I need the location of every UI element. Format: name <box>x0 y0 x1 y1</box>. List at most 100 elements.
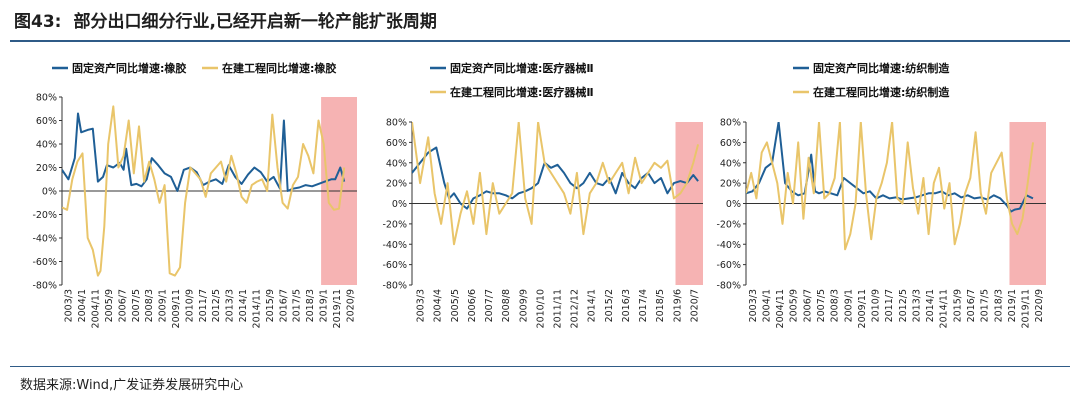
x-tick-label: 2003/3 <box>416 289 427 322</box>
y-tick-label: 40% <box>720 158 741 169</box>
series-line-2 <box>412 122 700 246</box>
x-tick-label: 2014/11 <box>939 289 950 328</box>
x-tick-label: 2003/3 <box>748 289 759 322</box>
y-tick-label: 20% <box>720 179 741 190</box>
x-tick-label: 2010/10 <box>535 289 546 328</box>
y-tick-label: 80% <box>36 93 57 104</box>
x-tick-label: 2012/5 <box>898 289 909 322</box>
y-tick-label: 0% <box>392 199 407 210</box>
x-tick-label: 2006/7 <box>802 289 813 322</box>
x-tick-label: 2007/5 <box>816 289 827 322</box>
x-tick-label: 2004/11 <box>91 289 102 328</box>
y-tick-label: 80% <box>720 118 741 129</box>
x-tick-label: 2016/7 <box>278 289 289 322</box>
x-tick-label: 2010/9 <box>871 289 882 322</box>
x-tick-label: 2018/5 <box>655 289 666 322</box>
legend-label-2: 在建工程同比增速:橡胶 <box>222 61 336 75</box>
series-line-2 <box>62 105 346 277</box>
x-tick-label: 2006/6 <box>467 289 478 322</box>
x-tick-label: 2007/7 <box>484 289 495 322</box>
chart-3: -80%-60%-40%-20%0%20%40%60%80%2003/3 2004… <box>716 61 1046 328</box>
x-tick-label: 2008/8 <box>501 289 512 322</box>
x-tick-label: 2003/3 <box>64 289 75 322</box>
x-tick-label: 2009/11 <box>857 289 868 328</box>
figure-header: 图43: 部分出口细分行业,已经开启新一轮产能扩张周期 <box>14 6 437 32</box>
y-tick-label: -20% <box>32 210 57 221</box>
x-tick-label: 2009/9 <box>518 289 529 322</box>
y-tick-label: 40% <box>36 140 57 151</box>
y-tick-label: -60% <box>716 260 741 271</box>
x-tick-label: 2019/6 <box>672 289 683 322</box>
y-tick-label: -20% <box>716 219 741 230</box>
x-tick-label: 2011/7 <box>884 289 895 322</box>
x-tick-label: 2012/5 <box>211 289 222 322</box>
y-tick-label: 20% <box>36 163 57 174</box>
y-tick-label: -20% <box>382 219 407 230</box>
x-tick-label: 2014/1 <box>925 289 936 322</box>
y-tick-label: 60% <box>386 138 407 149</box>
x-tick-label: 2009/11 <box>171 289 182 328</box>
x-tick-label: 2017/5 <box>292 289 303 322</box>
y-tick-label: 0% <box>726 199 741 210</box>
x-tick-label: 2013/3 <box>911 289 922 322</box>
x-tick-label: 2016/7 <box>966 289 977 322</box>
series-line-1 <box>62 112 346 192</box>
x-tick-label: 2004/1 <box>77 289 88 322</box>
x-tick-label: 2004/11 <box>775 289 786 328</box>
legend-label-1: 固定资产同比增速:橡胶 <box>72 61 186 75</box>
x-tick-label: 2014/1 <box>238 289 249 322</box>
y-tick-label: 80% <box>386 118 407 129</box>
x-tick-label: 2015/9 <box>265 289 276 322</box>
x-tick-label: 2017/5 <box>980 289 991 322</box>
y-tick-label: -60% <box>382 260 407 271</box>
x-tick-label: 2016/3 <box>621 289 632 322</box>
x-tick-label: 2004/1 <box>761 289 772 322</box>
y-tick-label: -80% <box>716 281 741 292</box>
figure-title-text: 部分出口细分行业,已经开启新一轮产能扩张周期 <box>73 11 437 32</box>
x-tick-label: 2019/1 <box>318 289 329 322</box>
x-tick-label: 2006/7 <box>117 289 128 322</box>
x-tick-label: 2018/3 <box>305 289 316 322</box>
series-line-1 <box>746 122 1034 213</box>
x-tick-label: 2014/11 <box>251 289 262 328</box>
x-tick-label: 2011/7 <box>198 289 209 322</box>
x-tick-label: 2008/3 <box>830 289 841 322</box>
x-tick-label: 2019/11 <box>1021 289 1032 328</box>
x-tick-label: 2013/3 <box>225 289 236 322</box>
y-tick-label: 60% <box>720 138 741 149</box>
y-tick-label: -80% <box>32 281 57 292</box>
title-divider <box>10 40 1070 42</box>
y-tick-label: 60% <box>36 116 57 127</box>
x-tick-label: 2007/5 <box>131 289 142 322</box>
x-tick-label: 2020/9 <box>1034 289 1045 322</box>
x-tick-label: 2005/9 <box>789 289 800 322</box>
x-tick-label: 2008/3 <box>144 289 155 322</box>
y-tick-label: -60% <box>32 257 57 268</box>
x-tick-label: 2015/2 <box>604 289 615 322</box>
x-tick-label: 2017/4 <box>638 289 649 322</box>
x-tick-label: 2019/1 <box>1007 289 1018 322</box>
x-tick-label: 2005/5 <box>450 289 461 322</box>
chart-1: -80%-60%-40%-20%0%20%40%60%80%2003/3 2004… <box>32 61 357 328</box>
figure-title: 图43: 部分出口细分行业,已经开启新一轮产能扩张周期 <box>14 7 437 32</box>
x-tick-label: 2020/7 <box>689 289 700 322</box>
y-tick-label: -40% <box>716 240 741 251</box>
legend-label-1: 固定资产同比增速:医疗器械Ⅱ <box>450 61 594 75</box>
chart-2: -80% -60% -40% -20% 0% 20% 40% 60% 80% 2003/3 2004… <box>382 61 703 328</box>
y-tick-label: -40% <box>382 240 407 251</box>
legend-label-1: 固定资产同比增速:纺织制造 <box>813 61 950 75</box>
x-tick-label: 2015/9 <box>952 289 963 322</box>
x-tick-label: 2018/3 <box>993 289 1004 322</box>
x-tick-label: 2009/1 <box>843 289 854 322</box>
x-tick-label: 2012/12 <box>570 289 581 328</box>
source-divider <box>10 366 1070 367</box>
x-tick-label: 2009/1 <box>158 289 169 322</box>
legend-label-2: 在建工程同比增速:纺织制造 <box>813 85 950 99</box>
legend-label-2: 在建工程同比增速:医疗器械Ⅱ <box>450 85 594 99</box>
y-tick-label: -80% <box>382 281 407 292</box>
figure-number: 图43: <box>14 11 62 32</box>
y-tick-label: 40% <box>386 158 407 169</box>
x-tick-label: 2010/9 <box>184 289 195 322</box>
series-line-2 <box>746 122 1034 251</box>
